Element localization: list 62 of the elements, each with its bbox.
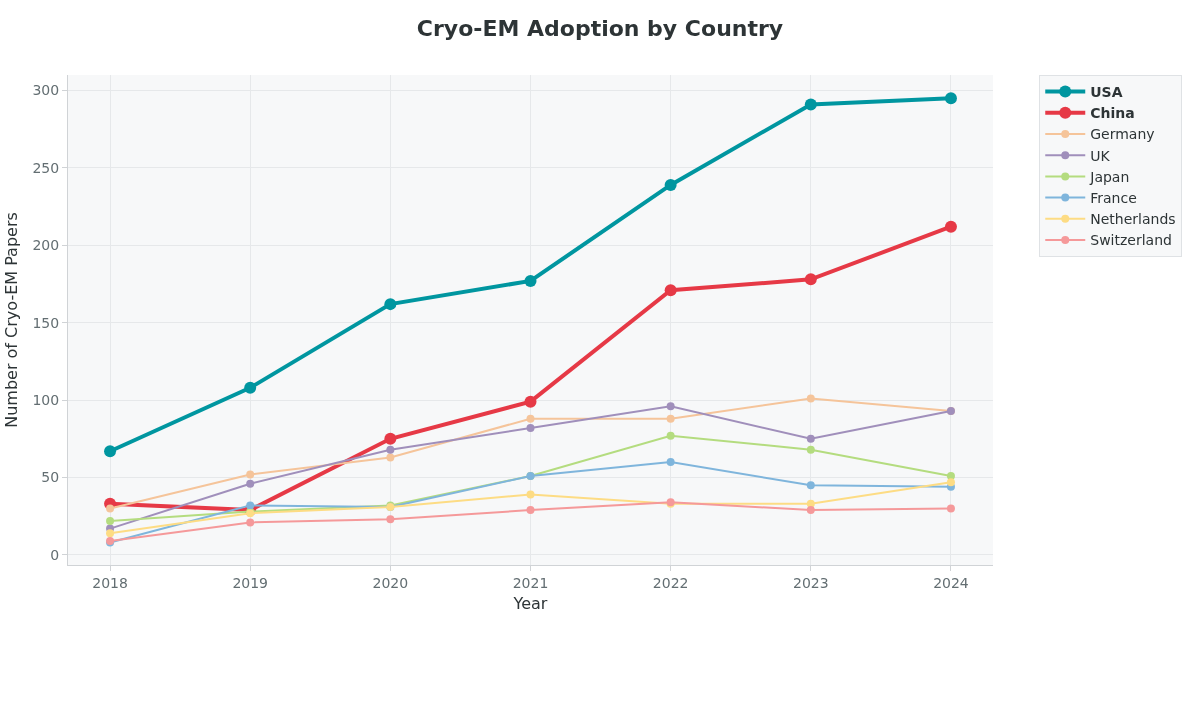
x-tick-label: 2021	[512, 574, 549, 591]
point	[944, 220, 957, 233]
legend-label: China	[1090, 105, 1135, 122]
point	[384, 298, 397, 311]
point	[104, 445, 117, 458]
point	[806, 445, 815, 454]
legend-label: France	[1090, 190, 1137, 207]
x-tick-label: 2020	[372, 574, 409, 591]
point	[806, 481, 815, 490]
point	[524, 395, 537, 408]
point	[106, 504, 115, 513]
point	[526, 490, 535, 499]
point	[246, 518, 255, 527]
y-axis-title: Number of Cryo-EM Papers	[2, 212, 22, 428]
point	[666, 414, 675, 423]
point	[106, 516, 115, 525]
point	[526, 506, 535, 515]
legend-label: Switzerland	[1090, 232, 1172, 249]
y-tick-label: 200	[32, 237, 60, 254]
point	[106, 529, 115, 538]
point	[946, 478, 955, 487]
point	[946, 504, 955, 513]
x-tick-label: 2019	[232, 574, 269, 591]
point	[384, 432, 397, 445]
point	[246, 479, 255, 488]
point	[806, 506, 815, 515]
point	[244, 381, 257, 394]
legend-label: Germany	[1090, 126, 1155, 143]
chart-title: Cryo-EM Adoption by Country	[416, 15, 784, 41]
point	[386, 445, 395, 454]
x-axis-title: Year	[512, 594, 548, 614]
legend-label: Netherlands	[1090, 211, 1176, 228]
point	[246, 501, 255, 510]
point	[526, 414, 535, 423]
point	[246, 470, 255, 479]
legend-label: Japan	[1089, 168, 1130, 185]
point	[524, 274, 537, 287]
x-tick-label: 2018	[92, 574, 128, 591]
point	[804, 98, 817, 111]
legend-label: USA	[1090, 84, 1123, 101]
point	[944, 92, 957, 105]
point	[806, 394, 815, 403]
y-tick-label: 0	[50, 546, 60, 563]
y-tick-label: 300	[32, 82, 60, 99]
point	[666, 402, 675, 411]
point	[806, 434, 815, 443]
point	[804, 273, 817, 286]
x-tick-label: 2023	[792, 574, 829, 591]
x-tick-label: 2022	[652, 574, 689, 591]
point	[666, 431, 675, 440]
legend-label: UK	[1090, 147, 1111, 164]
point	[664, 178, 677, 191]
point	[386, 453, 395, 462]
point	[666, 458, 675, 467]
y-tick-label: 100	[32, 392, 60, 409]
y-tick-label: 50	[41, 469, 60, 486]
point	[386, 515, 395, 524]
y-tick-label: 150	[32, 314, 60, 331]
y-tick-label: 250	[32, 159, 60, 176]
x-tick-label: 2024	[933, 574, 969, 591]
point	[526, 423, 535, 432]
point	[664, 284, 677, 297]
